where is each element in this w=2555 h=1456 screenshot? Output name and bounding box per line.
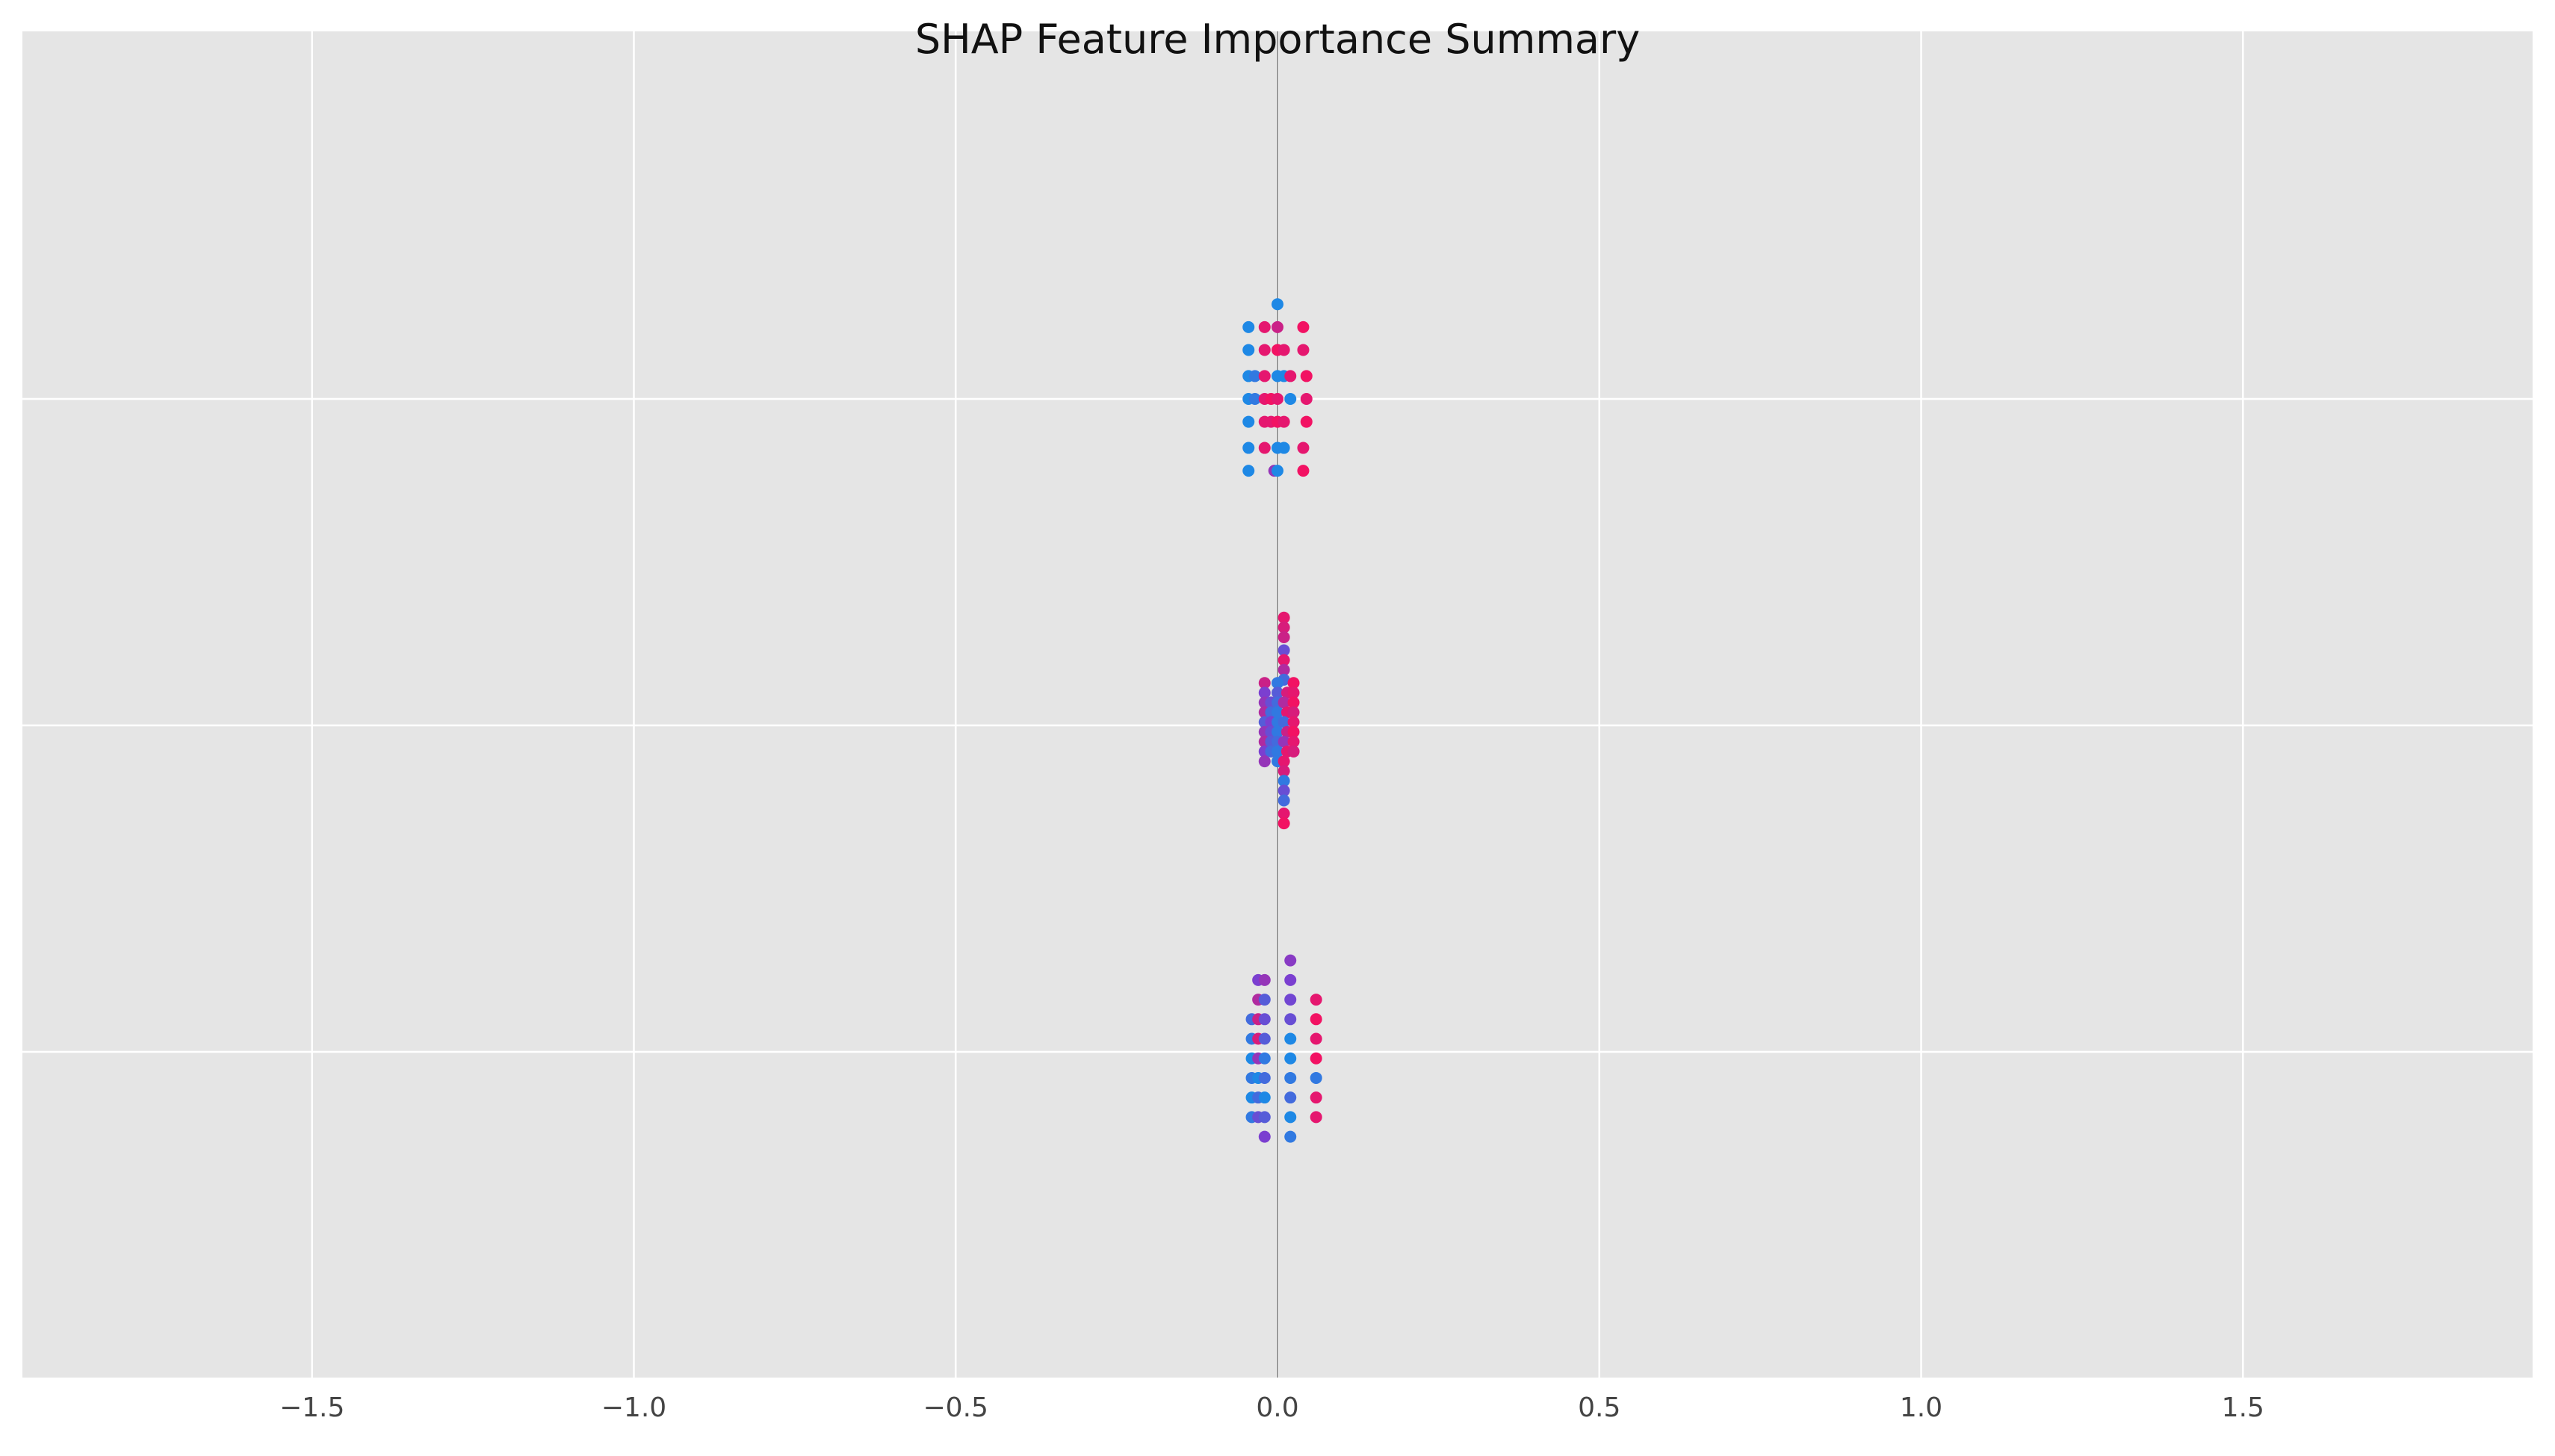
shap-point bbox=[1297, 320, 1310, 333]
shap-point bbox=[1278, 807, 1290, 820]
shap-point bbox=[1242, 442, 1255, 454]
shap-point bbox=[1278, 735, 1290, 748]
x-axis-tick-labels: −1.5 −1.0 −0.5 0.0 0.5 1.0 1.5 bbox=[279, 1393, 2264, 1423]
shap-point bbox=[1278, 765, 1290, 778]
x-tick-label: 1.0 bbox=[1900, 1393, 1942, 1423]
shap-point bbox=[1278, 611, 1290, 624]
shap-point bbox=[1278, 415, 1290, 428]
x-tick-label: −1.5 bbox=[279, 1393, 344, 1423]
shap-point bbox=[1242, 465, 1255, 477]
x-tick-label: 0.0 bbox=[1256, 1393, 1298, 1423]
shap-point bbox=[1258, 1032, 1271, 1045]
shap-point bbox=[1272, 706, 1283, 719]
shap-point bbox=[1310, 1032, 1322, 1045]
shap-point bbox=[1284, 1130, 1297, 1143]
shap-point bbox=[1258, 1052, 1271, 1065]
shap-point bbox=[1297, 442, 1310, 454]
shap-point bbox=[1248, 393, 1261, 405]
shap-point bbox=[1258, 1130, 1271, 1143]
shap-point bbox=[1284, 1111, 1297, 1124]
shap-point bbox=[1278, 784, 1290, 797]
shap-point bbox=[1272, 320, 1283, 333]
shap-point bbox=[1284, 973, 1297, 986]
shap-point bbox=[1278, 442, 1290, 454]
shap-point bbox=[1300, 393, 1313, 405]
shap-point bbox=[1287, 725, 1300, 738]
shap-point bbox=[1278, 716, 1290, 728]
shap-point bbox=[1272, 725, 1283, 738]
x-tick-label: 0.5 bbox=[1578, 1393, 1620, 1423]
shap-point bbox=[1272, 298, 1283, 311]
shap-point bbox=[1310, 994, 1322, 1006]
shap-point bbox=[1258, 1111, 1271, 1124]
shap-point bbox=[1258, 442, 1271, 454]
shap-point bbox=[1300, 415, 1313, 428]
shap-point bbox=[1287, 735, 1300, 748]
shap-point bbox=[1258, 1071, 1271, 1084]
shap-point bbox=[1258, 1013, 1271, 1026]
points-layer bbox=[1242, 298, 1322, 1143]
shap-point bbox=[1248, 370, 1261, 382]
shap-point bbox=[1258, 1091, 1271, 1104]
shap-point bbox=[1258, 973, 1271, 986]
shap-point bbox=[1258, 320, 1271, 333]
shap-point bbox=[1297, 344, 1310, 356]
shap-point bbox=[1258, 677, 1271, 690]
shap-point bbox=[1272, 677, 1283, 690]
shap-point bbox=[1284, 393, 1297, 405]
shap-point bbox=[1242, 344, 1255, 356]
shap-point bbox=[1258, 994, 1271, 1006]
shap-point bbox=[1258, 755, 1271, 768]
shap-point bbox=[1287, 687, 1300, 699]
x-tick-label: 1.5 bbox=[2222, 1393, 2264, 1423]
shap-point bbox=[1278, 794, 1290, 807]
shap-point bbox=[1297, 465, 1310, 477]
shap-point bbox=[1278, 755, 1290, 768]
shap-point bbox=[1287, 696, 1300, 709]
shap-point bbox=[1284, 994, 1297, 1006]
shap-point bbox=[1278, 644, 1290, 657]
shap-point bbox=[1310, 1111, 1322, 1124]
shap-point bbox=[1258, 344, 1271, 356]
shap-point bbox=[1287, 745, 1300, 758]
shap-point bbox=[1278, 344, 1290, 356]
shap-point bbox=[1310, 1052, 1322, 1065]
shap-point bbox=[1278, 663, 1290, 676]
x-tick-label: −1.0 bbox=[601, 1393, 666, 1423]
shap-point bbox=[1300, 370, 1313, 382]
shap-point bbox=[1284, 1052, 1297, 1065]
shap-point bbox=[1284, 1091, 1297, 1104]
shap-point bbox=[1287, 677, 1300, 690]
shap-point bbox=[1242, 415, 1255, 428]
shap-point bbox=[1272, 393, 1283, 405]
shap-point bbox=[1284, 1013, 1297, 1026]
shap-point bbox=[1284, 954, 1297, 967]
x-tick-label: −0.5 bbox=[923, 1393, 988, 1423]
shap-point bbox=[1284, 370, 1297, 382]
shap-point bbox=[1258, 687, 1271, 699]
shap-point bbox=[1258, 370, 1271, 382]
shap-point bbox=[1272, 745, 1283, 758]
shap-point bbox=[1278, 696, 1290, 709]
shap-point bbox=[1278, 631, 1290, 644]
shap-point bbox=[1278, 775, 1290, 787]
shap-point bbox=[1284, 1071, 1297, 1084]
shap-point bbox=[1310, 1013, 1322, 1026]
shap-point bbox=[1287, 716, 1300, 728]
shap-point bbox=[1310, 1091, 1322, 1104]
chart-title: SHAP Feature Importance Summary bbox=[915, 16, 1640, 63]
shap-point bbox=[1242, 320, 1255, 333]
shap-point bbox=[1310, 1071, 1322, 1084]
shap-point bbox=[1272, 465, 1283, 477]
shap-point bbox=[1284, 1032, 1297, 1045]
shap-point bbox=[1278, 621, 1290, 633]
shap-point bbox=[1287, 706, 1300, 719]
shap-point bbox=[1272, 687, 1283, 699]
shap-point bbox=[1278, 654, 1290, 666]
shap-point bbox=[1278, 817, 1290, 830]
